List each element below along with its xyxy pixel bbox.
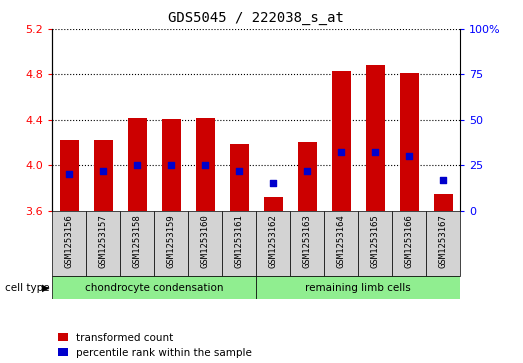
Bar xyxy=(298,142,316,211)
Text: GSM1253160: GSM1253160 xyxy=(201,214,210,268)
Text: remaining limb cells: remaining limb cells xyxy=(305,283,411,293)
Text: GSM1253161: GSM1253161 xyxy=(235,214,244,268)
Point xyxy=(405,153,413,159)
FancyBboxPatch shape xyxy=(256,276,460,299)
Point xyxy=(167,162,175,168)
Point xyxy=(235,168,243,174)
FancyBboxPatch shape xyxy=(324,211,358,276)
Text: ▶: ▶ xyxy=(42,283,50,293)
FancyBboxPatch shape xyxy=(358,211,392,276)
Bar xyxy=(128,118,146,211)
Bar xyxy=(366,65,384,211)
Bar xyxy=(400,73,418,211)
FancyBboxPatch shape xyxy=(222,211,256,276)
Bar xyxy=(94,140,112,211)
Point xyxy=(99,168,108,174)
Bar xyxy=(434,193,452,211)
Point xyxy=(303,168,311,174)
Text: GSM1253159: GSM1253159 xyxy=(167,214,176,268)
FancyBboxPatch shape xyxy=(52,276,256,299)
Text: GSM1253164: GSM1253164 xyxy=(337,214,346,268)
Text: GSM1253167: GSM1253167 xyxy=(439,214,448,268)
Text: GSM1253163: GSM1253163 xyxy=(303,214,312,268)
Point xyxy=(371,150,379,155)
FancyBboxPatch shape xyxy=(392,211,426,276)
Point xyxy=(65,171,73,177)
Point xyxy=(201,162,209,168)
Bar xyxy=(162,119,180,211)
Text: chondrocyte condensation: chondrocyte condensation xyxy=(85,283,223,293)
Point xyxy=(269,180,277,186)
FancyBboxPatch shape xyxy=(120,211,154,276)
Bar xyxy=(332,71,350,211)
FancyBboxPatch shape xyxy=(256,211,290,276)
Point xyxy=(337,150,345,155)
FancyBboxPatch shape xyxy=(188,211,222,276)
FancyBboxPatch shape xyxy=(154,211,188,276)
Text: GSM1253158: GSM1253158 xyxy=(133,214,142,268)
Text: GSM1253166: GSM1253166 xyxy=(405,214,414,268)
Text: GSM1253165: GSM1253165 xyxy=(371,214,380,268)
Bar xyxy=(60,140,78,211)
FancyBboxPatch shape xyxy=(290,211,324,276)
Point xyxy=(439,177,447,183)
Text: GDS5045 / 222038_s_at: GDS5045 / 222038_s_at xyxy=(168,11,344,25)
Point xyxy=(133,162,141,168)
Text: GSM1253156: GSM1253156 xyxy=(65,214,74,268)
Text: GSM1253157: GSM1253157 xyxy=(99,214,108,268)
FancyBboxPatch shape xyxy=(426,211,460,276)
Bar xyxy=(264,197,282,211)
Text: GSM1253162: GSM1253162 xyxy=(269,214,278,268)
Text: cell type: cell type xyxy=(5,283,50,293)
FancyBboxPatch shape xyxy=(86,211,120,276)
Bar xyxy=(196,118,214,211)
Legend: transformed count, percentile rank within the sample: transformed count, percentile rank withi… xyxy=(58,333,252,358)
FancyBboxPatch shape xyxy=(52,211,86,276)
Bar xyxy=(230,144,248,211)
